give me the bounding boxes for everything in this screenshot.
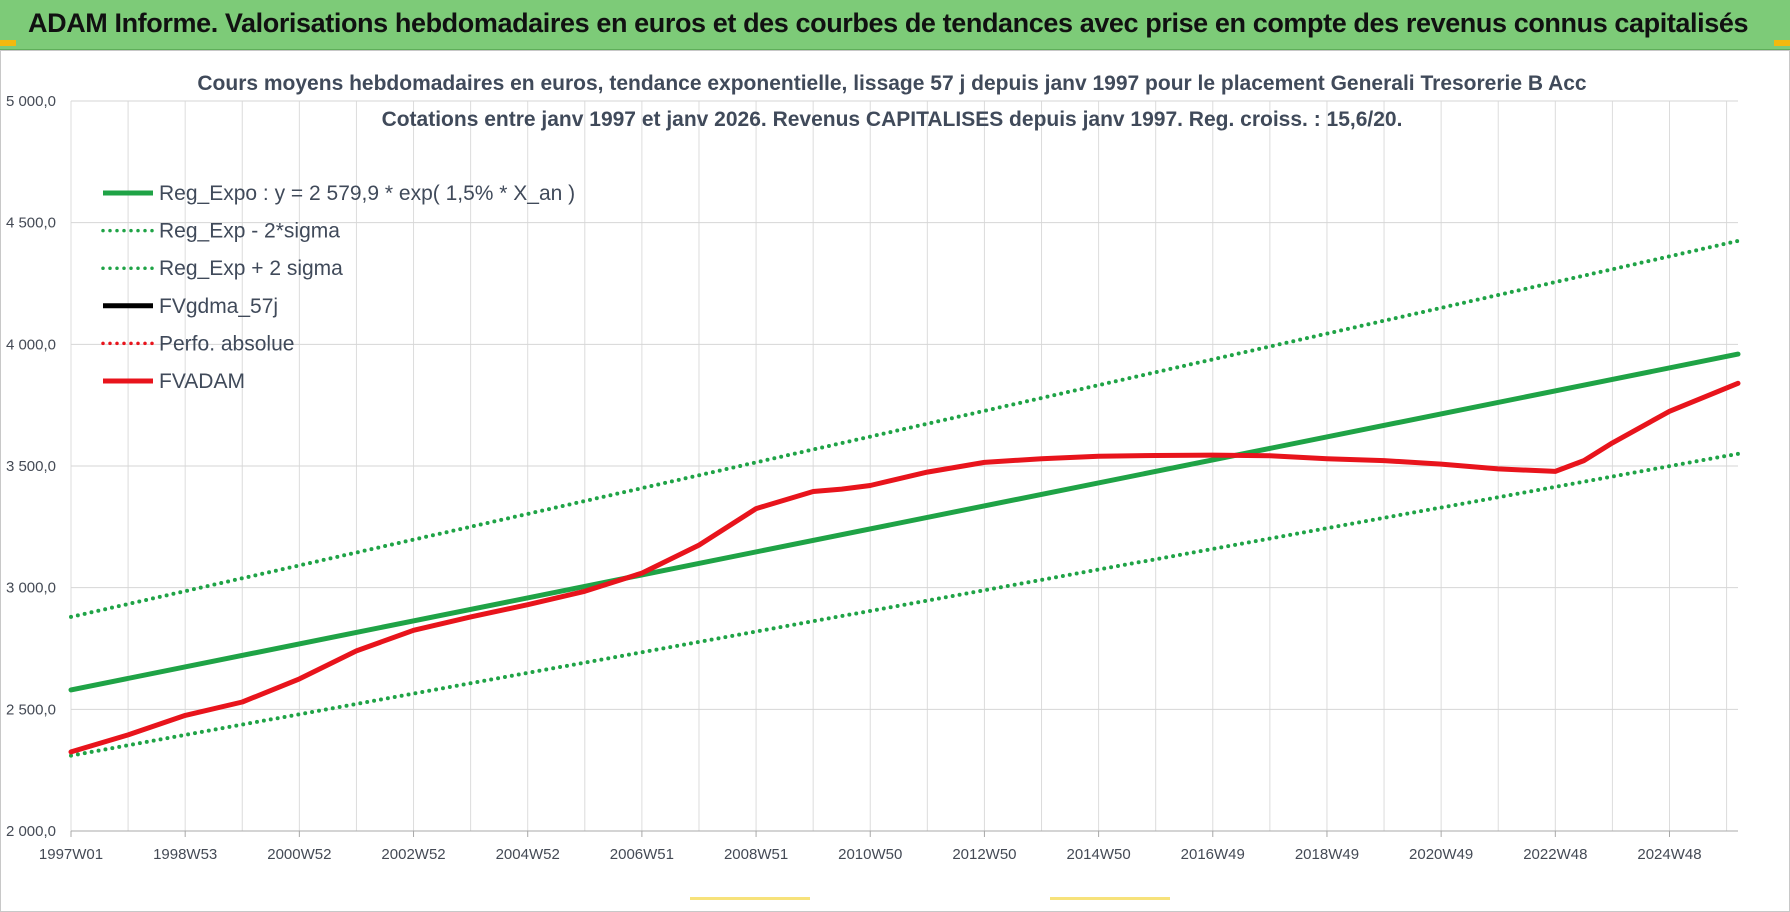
corner-mark-right [1774,40,1790,46]
legend-label-0: Reg_Expo : y = 2 579,9 * exp( 1,5% * X_a… [159,182,575,205]
x-tick-label: 2010W50 [838,846,902,863]
header-banner: ADAM Informe. Valorisations hebdomadaire… [0,0,1790,50]
y-tick-label: 2 000,0 [6,823,56,840]
chart-subtitle: Cotations entre janv 1997 et janv 2026. … [382,108,1403,131]
footer-mark-1 [690,897,810,900]
x-tick-label: 2018W49 [1295,846,1359,863]
x-tick-label: 2016W49 [1181,846,1245,863]
x-tick-label: 2006W51 [610,846,674,863]
grid-layer [70,100,1738,832]
series-line-0 [68,351,1741,693]
series-line-1 [69,451,1740,758]
footer-mark-2 [1050,897,1170,900]
x-tick-label: 2012W50 [952,846,1016,863]
series-line-2 [69,238,1740,619]
x-tick-label: 2008W51 [724,846,788,863]
series-layer [68,238,1741,758]
legend: Reg_Expo : y = 2 579,9 * exp( 1,5% * X_a… [101,182,575,393]
x-tick-label: 1997W01 [39,846,103,863]
legend-label-2: Reg_Exp + 2 sigma [159,257,343,280]
series-line-5 [68,380,1741,755]
x-tick-label: 2014W50 [1066,846,1130,863]
y-tick-label: 3 500,0 [6,458,56,475]
y-tick-label: 5 000,0 [6,93,56,110]
x-tick-label: 2002W52 [381,846,445,863]
corner-mark-left [0,40,16,46]
line-chart: 2 000,0 2 500,0 3 000,0 3 500,0 4 000,0 4 500… [6,72,1741,863]
x-tick-label: 2004W52 [496,846,560,863]
y-tick-label: 2 500,0 [6,701,56,718]
legend-label-1: Reg_Exp - 2*sigma [159,220,340,243]
y-tick-label: 3 000,0 [6,580,56,597]
page-title: ADAM Informe. Valorisations hebdomadaire… [28,8,1749,38]
y-tick-label: 4 500,0 [6,215,56,232]
x-tick-label: 2022W48 [1523,846,1587,863]
legend-label-4: Perfo. absolue [159,332,294,355]
axis-layer: 2 000,0 2 500,0 3 000,0 3 500,0 4 000,0 4 500… [6,93,1738,863]
x-tick-label: 2024W48 [1637,846,1701,863]
legend-label-5: FVADAM [159,370,245,393]
x-tick-label: 2020W49 [1409,846,1473,863]
x-tick-label: 1998W53 [153,846,217,863]
chart-title: Cours moyens hebdomadaires en euros, ten… [197,72,1587,95]
y-tick-label: 4 000,0 [6,336,56,353]
x-tick-label: 2000W52 [267,846,331,863]
legend-label-3: FVgdma_57j [159,295,278,318]
